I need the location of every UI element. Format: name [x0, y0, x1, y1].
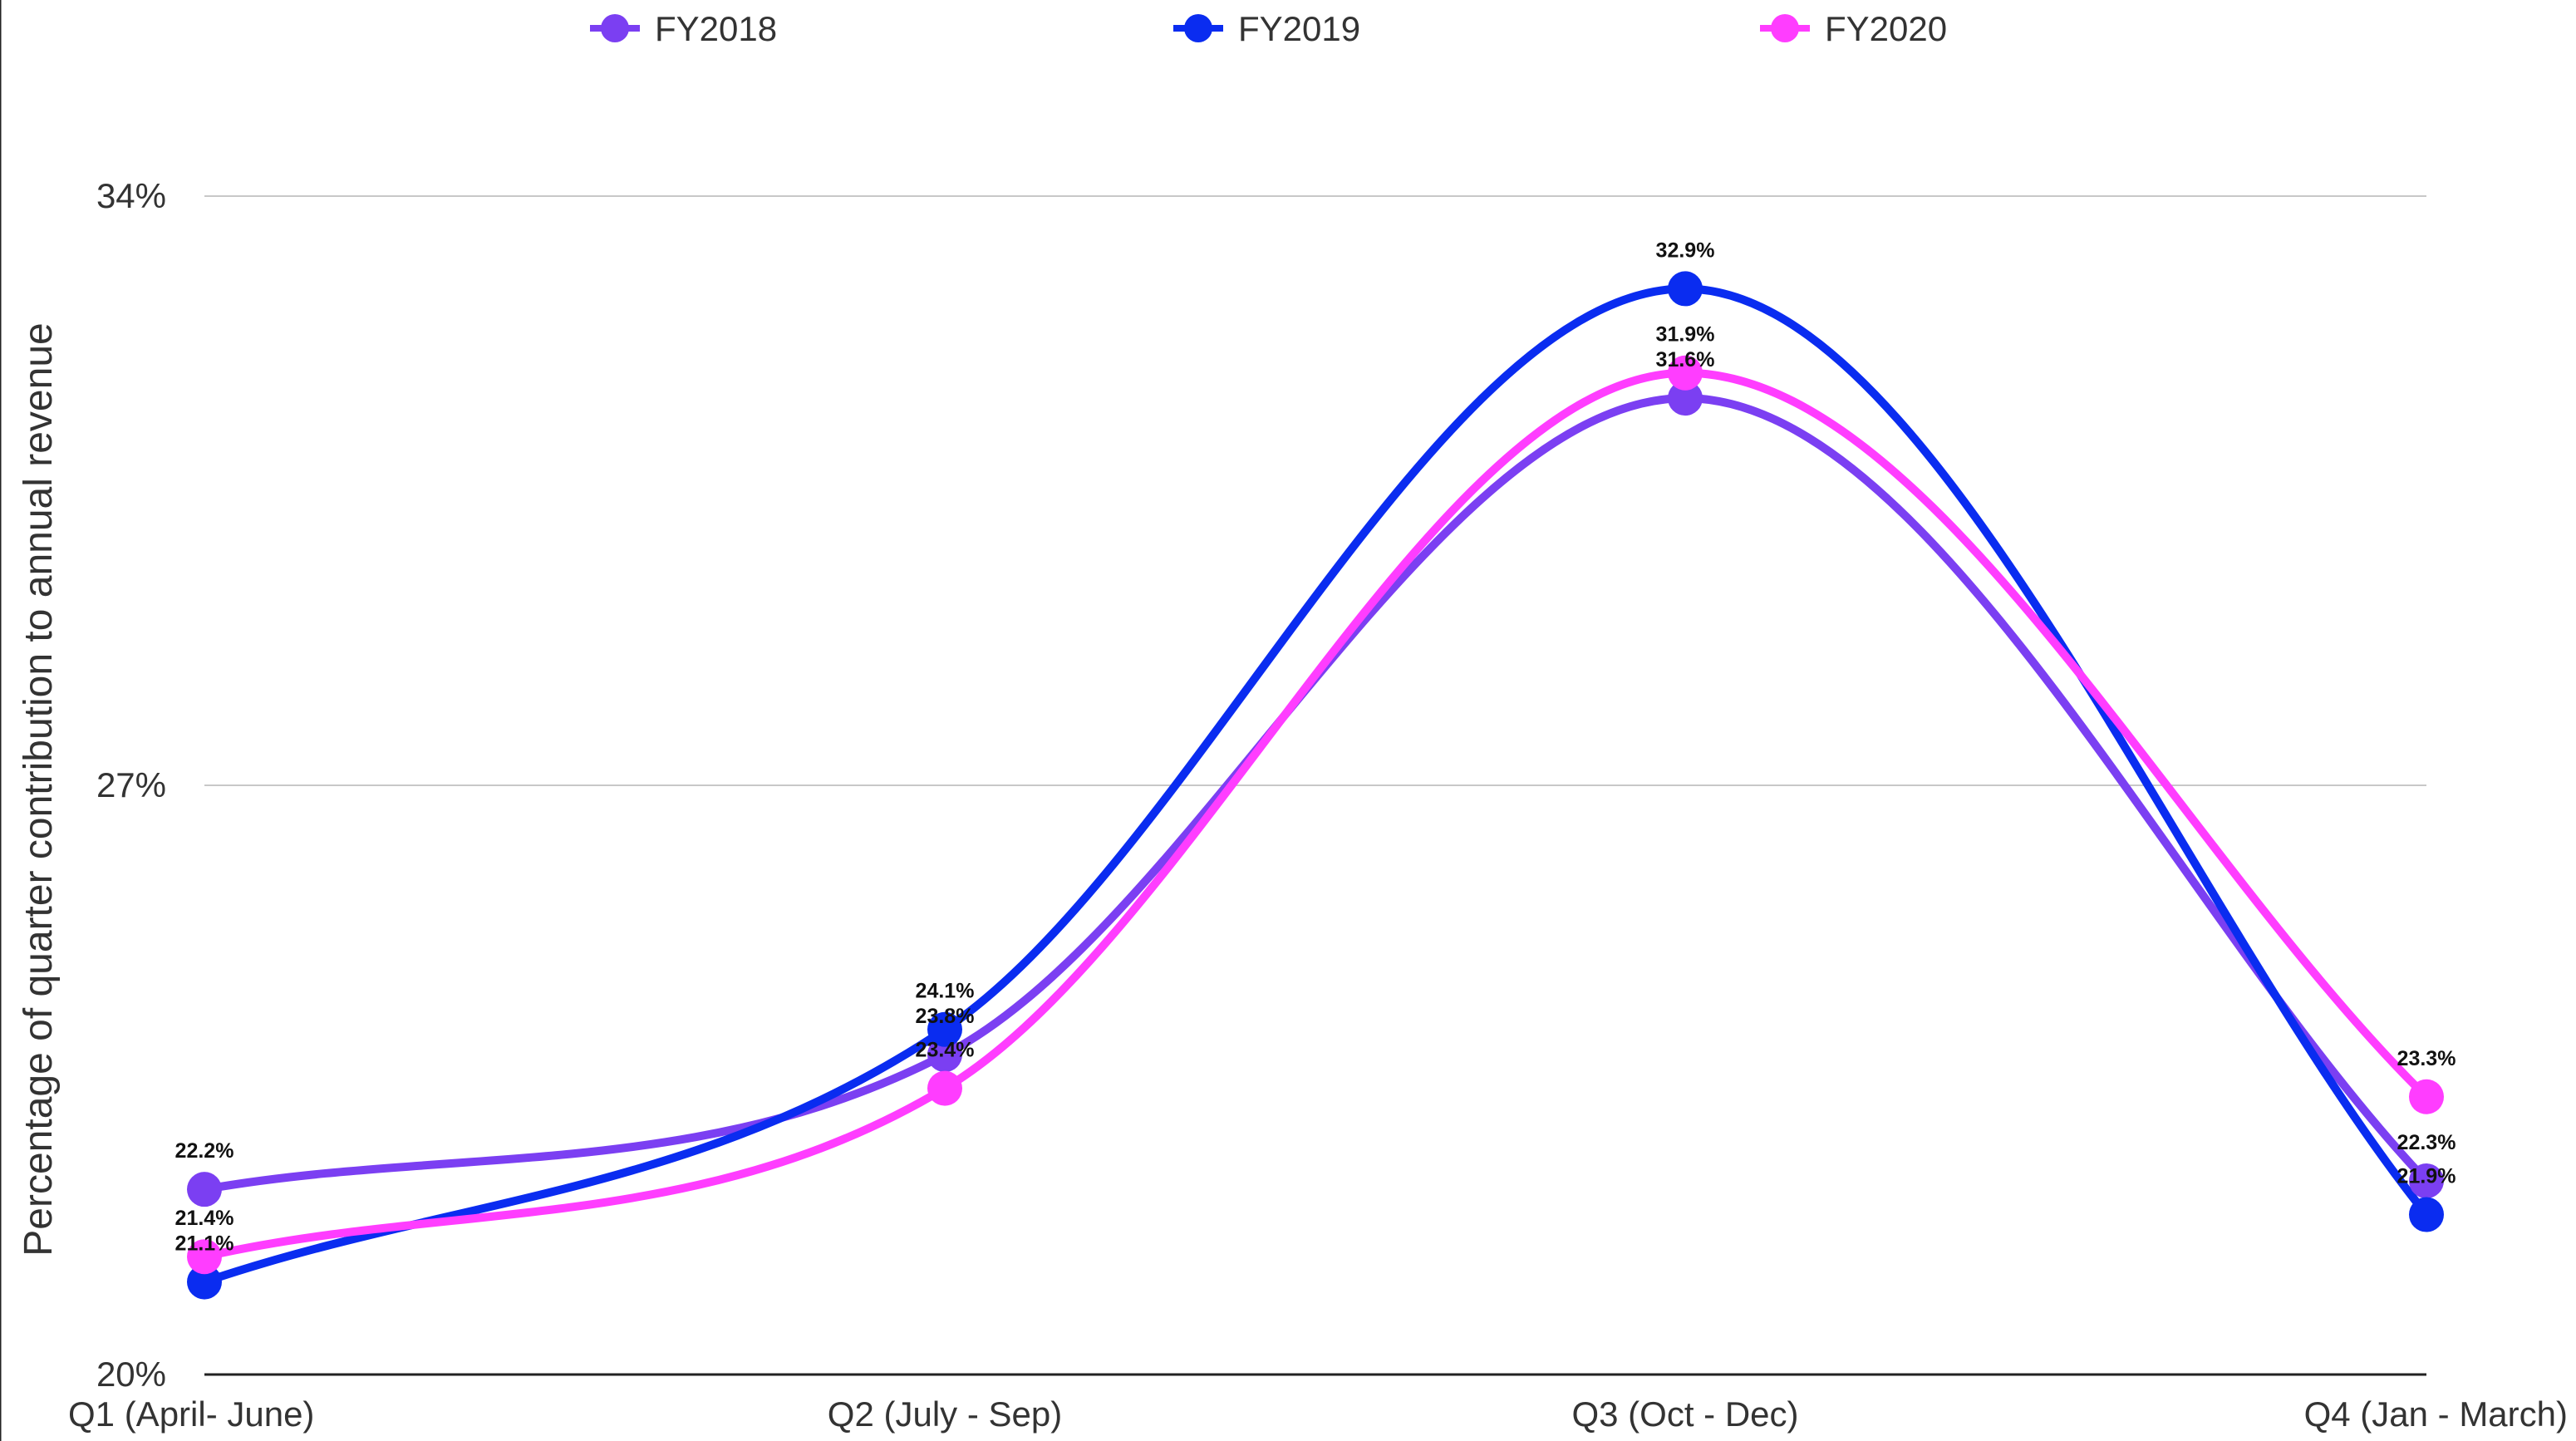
data-label-fy2019-4: 21.9%	[2397, 1165, 2456, 1188]
point-fy2018-1	[187, 1172, 222, 1207]
data-label-fy2019-1: 21.1%	[175, 1232, 234, 1256]
point-fy2019-1	[187, 1264, 222, 1300]
data-label-fy2018-3: 31.6%	[1656, 348, 1715, 371]
x-tick-label-3: Q4 (Jan - March)	[2304, 1394, 2568, 1434]
data-label-fy2019-2: 24.1%	[916, 980, 975, 1003]
data-label-fy2018-4: 22.3%	[2397, 1131, 2456, 1154]
data-labels: 22.2% 23.8% 31.6% 22.3% 21.1% 24.1% 32.9% 21.9%…	[175, 239, 2456, 1255]
series-lines	[200, 284, 2431, 1286]
axes: 20% 27% 34% Q1 (April- June) Q2 (July - Sep)…	[68, 176, 2568, 1434]
series-line-fy2018	[200, 394, 2431, 1194]
point-fy2020-3	[1668, 355, 1703, 391]
point-fy2019-3	[1668, 271, 1703, 307]
x-tick-label-2: Q3 (Oct - Dec)	[1571, 1394, 1798, 1434]
data-label-fy2020-3: 31.9%	[1656, 323, 1715, 347]
y-tick-label-2: 34%	[96, 176, 166, 215]
point-fy2018-3	[1668, 381, 1703, 416]
point-fy2018-4	[2409, 1163, 2444, 1199]
series-line-fy2020	[200, 368, 2431, 1261]
y-tick-label-0: 20%	[96, 1355, 166, 1394]
legend-label-fy2020: FY2020	[1825, 9, 1947, 48]
point-fy2018-2	[927, 1037, 962, 1073]
grid-lines	[204, 195, 2426, 786]
series-markers	[187, 271, 2444, 1300]
y-axis-title: Percentage of quarter contribution to an…	[17, 322, 61, 1256]
data-label-fy2020-2: 23.4%	[916, 1039, 975, 1062]
legend: FY2018 FY2019 FY2020	[590, 9, 1947, 48]
data-label-fy2020-1: 21.4%	[175, 1207, 234, 1230]
point-fy2020-4	[2409, 1079, 2444, 1114]
data-label-fy2020-4: 23.3%	[2397, 1047, 2456, 1070]
y-tick-label-1: 27%	[96, 765, 166, 804]
legend-marker-fy2018	[601, 14, 629, 42]
point-fy2020-2	[927, 1070, 962, 1106]
x-tick-label-0: Q1 (April- June)	[68, 1394, 314, 1434]
data-label-fy2018-1: 22.2%	[175, 1139, 234, 1163]
legend-label-fy2019: FY2019	[1238, 9, 1360, 48]
point-fy2020-1	[187, 1239, 222, 1275]
legend-label-fy2018: FY2018	[655, 9, 777, 48]
data-label-fy2018-2: 23.8%	[916, 1005, 975, 1028]
legend-marker-fy2020	[1771, 14, 1799, 42]
x-tick-label-1: Q2 (July - Sep)	[828, 1394, 1062, 1434]
point-fy2019-4	[2409, 1197, 2444, 1232]
legend-marker-fy2019	[1184, 14, 1212, 42]
point-fy2019-2	[927, 1011, 962, 1047]
data-label-fy2019-3: 32.9%	[1656, 239, 1715, 262]
